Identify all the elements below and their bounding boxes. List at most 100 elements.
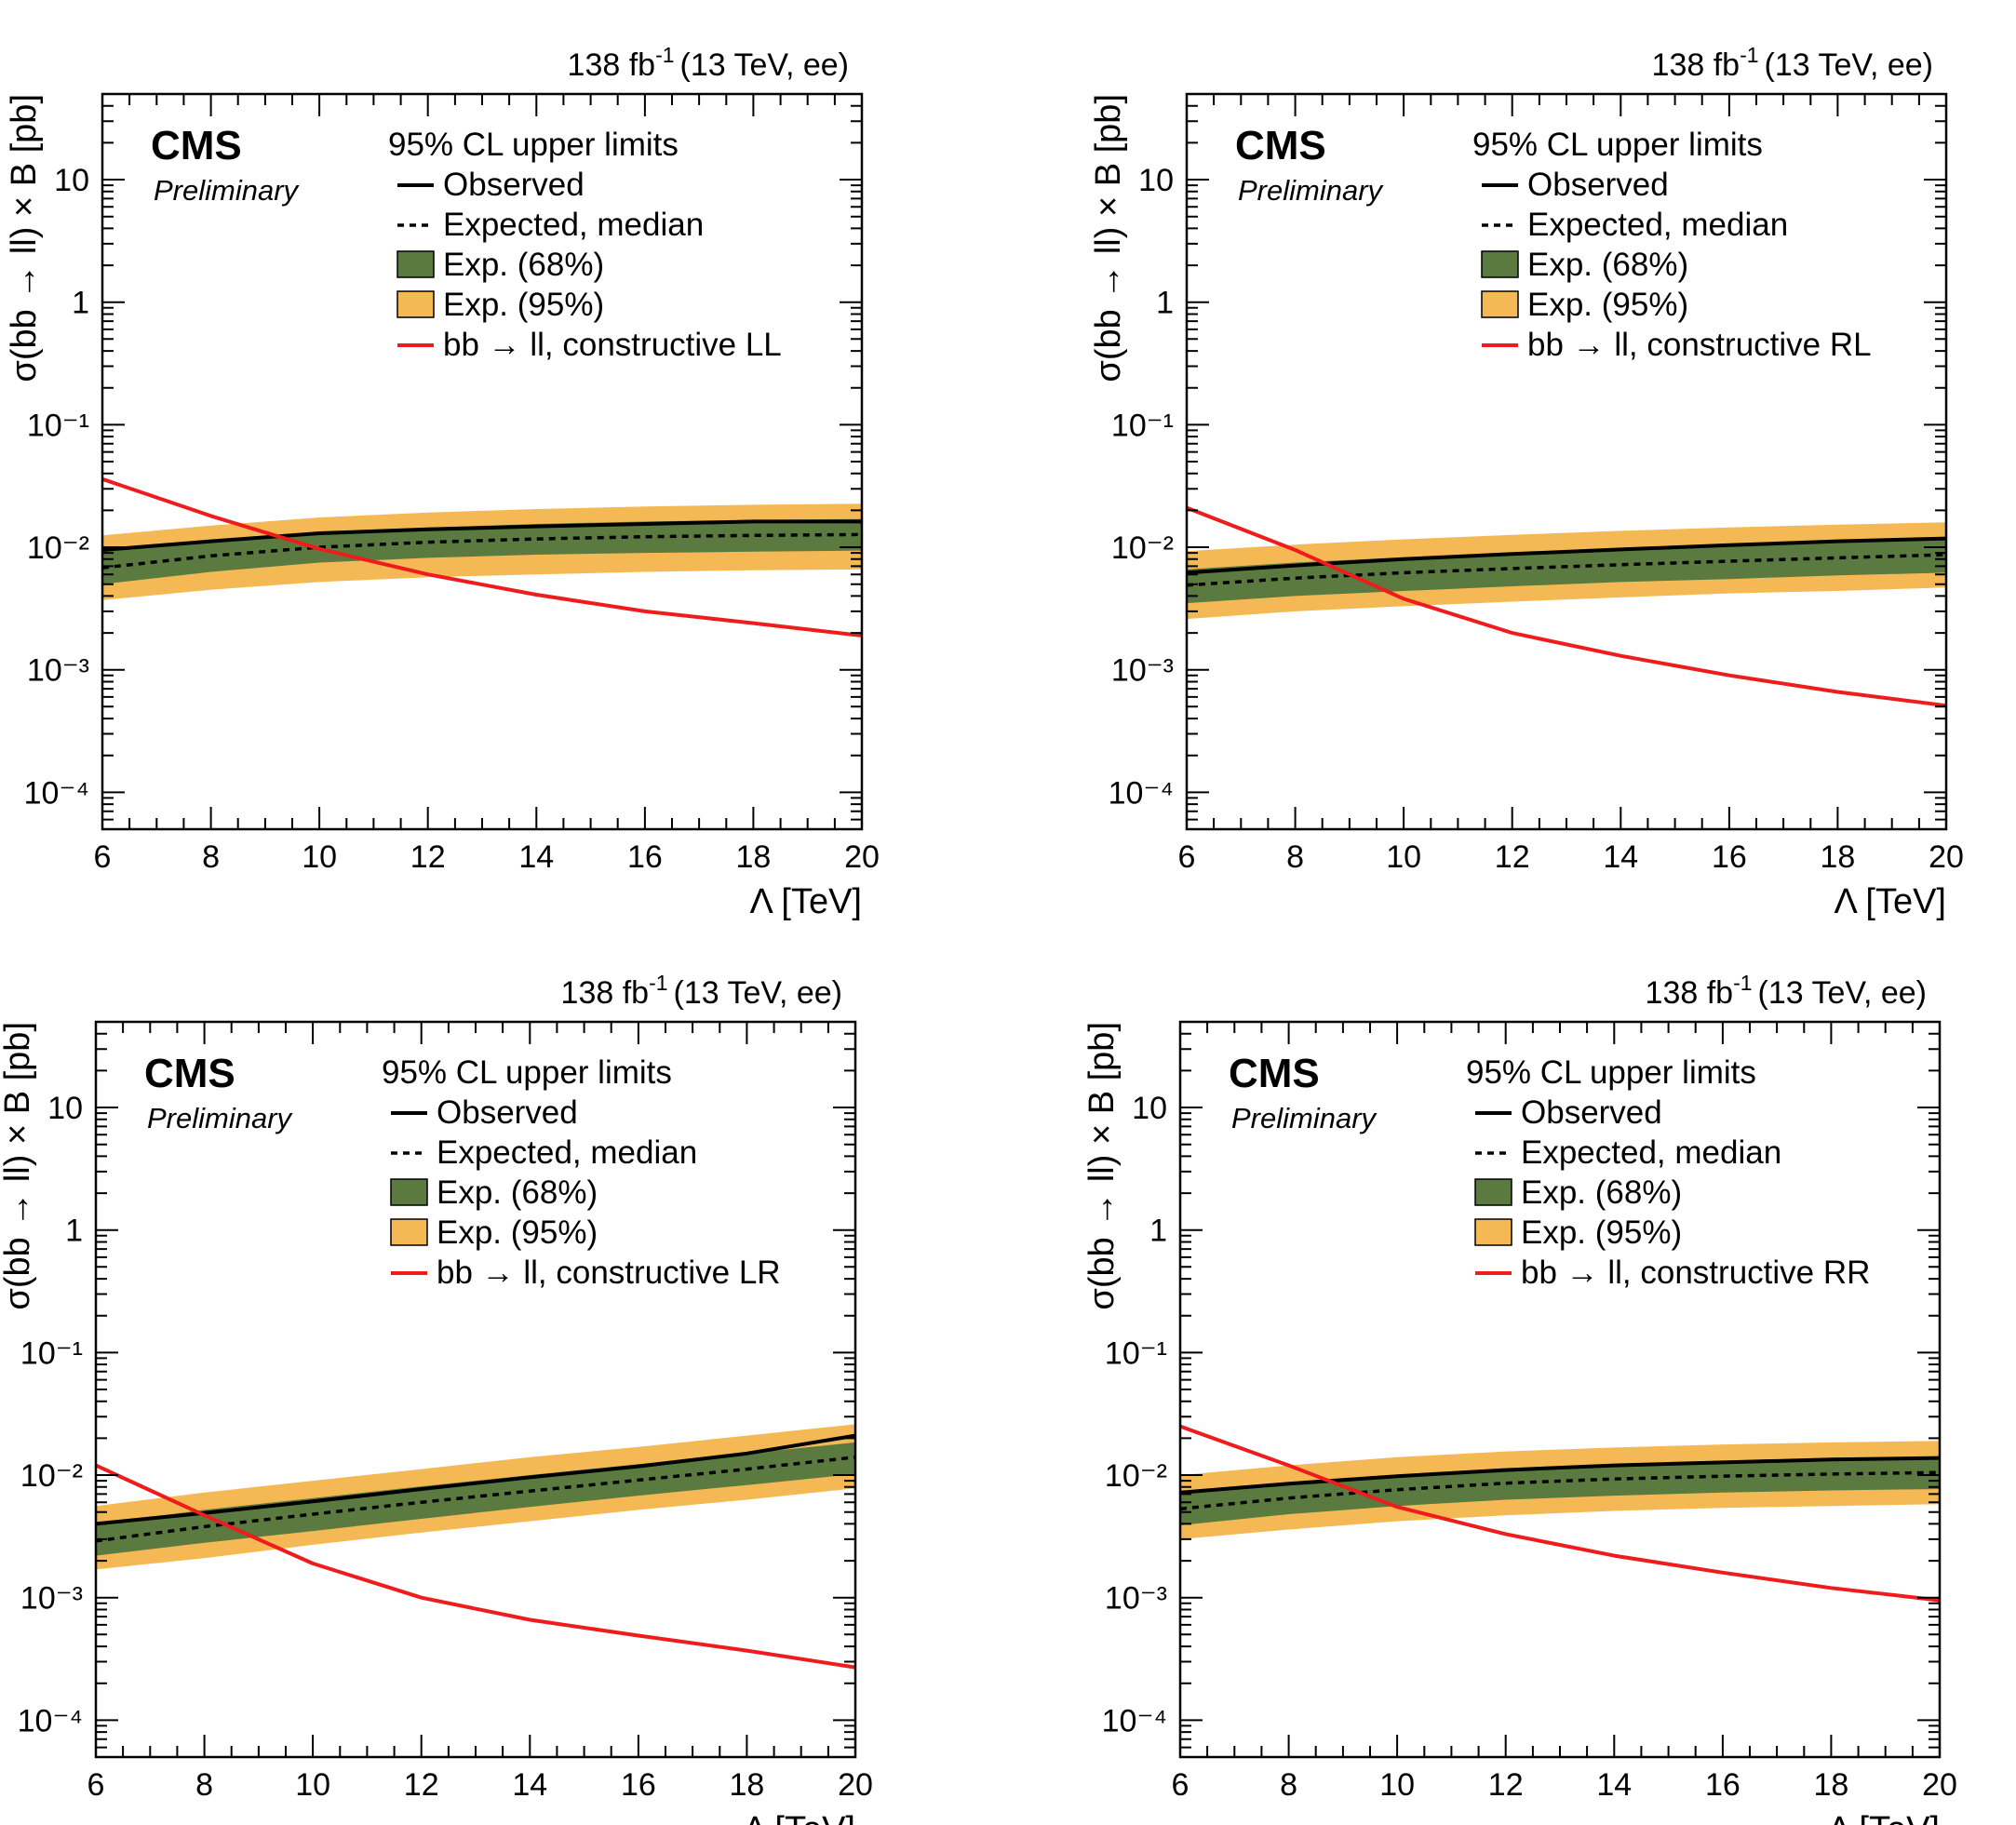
cms-label: CMS — [1235, 123, 1326, 168]
legend-title: 95% CL upper limits — [1466, 1054, 1756, 1091]
panel-top-right: 6 8 10 12 14 16 18 20 10⁻⁴ 10⁻³ 10⁻² 10⁻¹ 1 10 Λ [TeV]… — [1089, 43, 1964, 921]
legend-observed-label: Observed — [1521, 1094, 1662, 1131]
x-tick-label: 8 — [202, 839, 220, 875]
legend-band68-label: Exp. (68%) — [1521, 1174, 1682, 1211]
legend-theory-label: bb → ll, constructive RL — [1527, 327, 1872, 363]
x-tick-label: 20 — [844, 839, 880, 875]
x-tick-label: 18 — [1814, 1767, 1849, 1803]
legend-band95-swatch — [1474, 1218, 1512, 1246]
y-axis-label: σ(bb → ll) × B [pb] — [5, 94, 44, 382]
legend-band95-swatch — [1481, 290, 1519, 318]
x-tick-label: 20 — [838, 1767, 873, 1803]
x-axis-label: Λ [TeV] — [750, 882, 862, 921]
x-tick-label: 6 — [94, 839, 112, 875]
legend-expected-label: Expected, median — [1527, 207, 1788, 243]
legend-expected-label: Expected, median — [443, 207, 704, 243]
luminosity-value: 138 fb — [561, 975, 650, 1011]
legend-band68-label: Exp. (68%) — [437, 1174, 598, 1211]
theory-curve — [101, 476, 863, 637]
y-tick-label: 1 — [1156, 286, 1174, 321]
x-tick-label: 10 — [1386, 839, 1421, 875]
energy-label: (13 TeV, ee) — [1765, 47, 1933, 83]
x-tick-label: 18 — [1821, 839, 1856, 875]
legend-expected-label: Expected, median — [1521, 1134, 1781, 1171]
x-tick-label: 20 — [1922, 1767, 1957, 1803]
y-tick-label: 10⁻⁴ — [1102, 1703, 1167, 1738]
y-tick-label: 10 — [1138, 163, 1174, 198]
theory-curve — [1186, 505, 1947, 708]
luminosity-unit-exponent: -1 — [655, 43, 674, 67]
y-tick-label: 10 — [47, 1091, 83, 1126]
y-tick-label: 10⁻² — [27, 530, 89, 566]
x-axis-label: Λ [TeV] — [744, 1810, 855, 1825]
legend-observed-label: Observed — [437, 1094, 578, 1131]
x-tick-label: 12 — [1488, 1767, 1524, 1803]
luminosity-unit-exponent: -1 — [649, 971, 667, 995]
x-tick-label: 10 — [295, 1767, 330, 1803]
y-tick-label: 1 — [65, 1214, 83, 1249]
x-tick-label: 6 — [87, 1767, 105, 1803]
legend-band95-label: Exp. (95%) — [437, 1214, 598, 1251]
luminosity-value: 138 fb — [1646, 975, 1734, 1011]
legend-title: 95% CL upper limits — [382, 1054, 672, 1091]
y-tick-label: 10⁻⁴ — [18, 1703, 83, 1738]
panel-top-left: 6 8 10 12 14 16 18 20 10⁻⁴ 10⁻³ 10⁻² 10⁻¹ 1 10 Λ [TeV]… — [5, 43, 880, 921]
legend-theory-label: bb → ll, constructive LR — [437, 1255, 781, 1291]
legend-band68-swatch — [390, 1178, 428, 1206]
y-axis-label: σ(bb → ll) × B [pb] — [1082, 1022, 1122, 1310]
expected-median-line — [1179, 1470, 1941, 1511]
y-tick-label: 10⁻² — [20, 1458, 83, 1494]
y-tick-label: 10⁻¹ — [20, 1335, 83, 1371]
luminosity-value: 138 fb — [568, 47, 656, 83]
legend-band68-label: Exp. (68%) — [1527, 247, 1688, 283]
y-axis-label: σ(bb → ll) × B [pb] — [1089, 94, 1128, 382]
x-tick-label: 14 — [1596, 1767, 1632, 1803]
luminosity-value: 138 fb — [1652, 47, 1740, 83]
y-tick-label: 10⁻³ — [27, 653, 89, 689]
legend: 95% CL upper limits Observed Expected, med… — [388, 127, 782, 363]
y-tick-label: 10⁻² — [1105, 1458, 1167, 1494]
panel-bottom-right: 6 8 10 12 14 16 18 20 10⁻⁴ 10⁻³ 10⁻² 10⁻¹ 1 10 Λ [TeV]… — [1082, 971, 1957, 1825]
axis-ticks — [101, 93, 863, 830]
theory-curve — [1179, 1424, 1941, 1603]
x-axis-label: Λ [TeV] — [1828, 1810, 1940, 1825]
observed-line — [1186, 536, 1947, 575]
y-tick-label: 10⁻² — [1111, 530, 1174, 566]
axis-ticks — [1179, 1021, 1941, 1758]
y-tick-label: 10⁻⁴ — [1109, 775, 1174, 811]
x-tick-label: 8 — [1280, 1767, 1297, 1803]
y-tick-label: 10 — [54, 163, 89, 198]
legend-expected-label: Expected, median — [437, 1134, 697, 1171]
cms-label: CMS — [1229, 1051, 1320, 1096]
y-tick-label: 10⁻³ — [20, 1581, 83, 1617]
x-tick-label: 14 — [518, 839, 554, 875]
y-tick-label: 10 — [1132, 1091, 1167, 1126]
luminosity-label: 138 fb-1 (13 TeV, ee) — [1652, 43, 1933, 83]
energy-label: (13 TeV, ee) — [674, 975, 842, 1011]
legend-band95-label: Exp. (95%) — [1521, 1214, 1682, 1251]
luminosity-unit-exponent: -1 — [1740, 43, 1758, 67]
legend-band95-label: Exp. (95%) — [1527, 287, 1688, 323]
observed-line — [101, 519, 862, 552]
x-tick-label: 18 — [730, 1767, 765, 1803]
x-tick-label: 12 — [404, 1767, 439, 1803]
panel-bottom-left: 6 8 10 12 14 16 18 20 10⁻⁴ 10⁻³ 10⁻² 10⁻¹ 1 10 Λ [TeV]… — [0, 971, 873, 1825]
x-tick-label: 18 — [736, 839, 772, 875]
x-tick-label: 16 — [1705, 1767, 1740, 1803]
legend-band95-swatch — [396, 290, 435, 318]
luminosity-unit-exponent: -1 — [1733, 971, 1752, 995]
legend-band68-swatch — [1474, 1178, 1512, 1206]
legend-observed-label: Observed — [443, 167, 585, 203]
legend-theory-label: bb → ll, constructive LL — [443, 327, 782, 363]
preliminary-label: Preliminary — [154, 174, 301, 207]
x-tick-label: 8 — [195, 1767, 213, 1803]
observed-line — [95, 1433, 856, 1526]
y-tick-label: 10⁻³ — [1111, 653, 1174, 689]
legend-band68-swatch — [1481, 250, 1519, 278]
x-tick-label: 16 — [627, 839, 663, 875]
expected-median-line — [1186, 553, 1947, 587]
cms-label: CMS — [151, 123, 242, 168]
expected-median-line — [101, 532, 863, 570]
luminosity-label: 138 fb-1 (13 TeV, ee) — [568, 43, 849, 83]
